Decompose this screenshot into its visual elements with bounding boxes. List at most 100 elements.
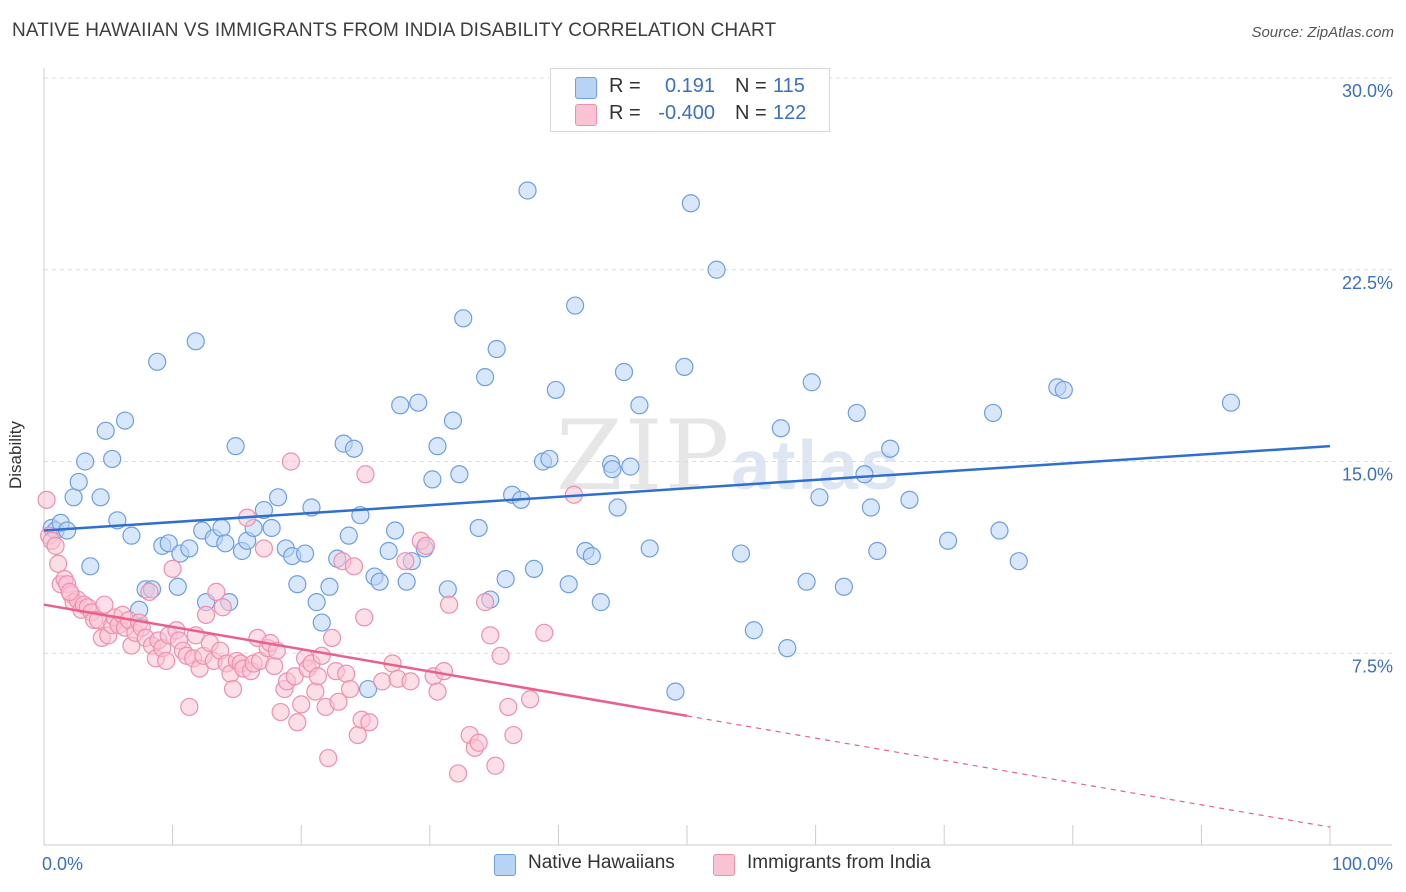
india-immigrant-point [265,656,284,676]
native-hawaiian-point [103,449,122,469]
native-hawaiian-point [186,332,205,351]
native-hawaiian-point [681,194,700,213]
r-value: -0.400 [658,102,715,124]
india-immigrant-point [434,662,454,681]
native-hawaiian-point [339,526,358,545]
india-immigrant-point [37,490,56,509]
india-immigrant-point [486,756,505,775]
native-hawaiian-trend-line [43,444,1331,532]
india-immigrant-point [49,554,68,573]
native-hawaiian-point [675,357,694,377]
native-hawaiian-point [454,309,473,328]
native-hawaiian-point [868,541,887,561]
india-immigrant-point [46,536,65,555]
india-immigrant-point [448,764,468,783]
native-hawaiian-point [731,544,751,563]
india-immigrant-point [163,559,182,578]
india-immigrant-point [396,552,415,571]
india-immigrant-point [355,608,374,627]
legend-label: Native Hawaiians [528,852,675,873]
y-tick-label: 7.5% [1352,656,1393,676]
trend-lines [43,444,1331,828]
india-immigrant-point [281,452,301,471]
native-hawaiian-point [320,577,339,596]
native-hawaiian-point [226,437,245,456]
native-hawaiian-point [834,577,853,596]
stats-swatch-pink [575,104,597,126]
native-hawaiian-point [428,437,447,456]
india-immigrant-point [312,646,331,665]
native-hawaiian-point [983,403,1003,423]
india-immigrant-point [337,664,356,683]
y-tick-label: 22.5% [1342,273,1393,293]
native-hawaiian-point [64,488,83,507]
india-immigrant-point [469,733,488,752]
native-hawaiian-point [443,411,463,430]
source-credit: Source: ZipAtlas.com [1251,24,1394,41]
india-immigrant-point [95,595,114,614]
native-hawaiian-point [254,500,274,520]
native-hawaiian-point [540,449,559,469]
native-hawaiian-point [344,439,364,458]
native-hawaiian-point [566,296,585,315]
series-points [37,181,1241,783]
native-hawaiian-point [69,472,88,492]
native-hawaiian-point [608,498,627,517]
native-hawaiian-point [771,419,790,438]
native-hawaiian-point [621,457,640,476]
native-hawaiian-point [409,393,428,412]
native-hawaiian-point [546,380,565,400]
native-hawaiian-point [312,613,331,632]
india-immigrant-point [213,598,232,617]
india-immigrant-point [344,557,364,576]
india-trend-line-extension [686,715,1331,828]
y-tick-label: 30.0% [1342,81,1393,101]
india-immigrant-point [481,626,500,645]
native-hawaiian-point [518,181,537,200]
india-immigrant-point [288,713,307,732]
india-immigrant-point [373,672,392,691]
native-hawaiian-point [778,639,797,658]
n-label: N = [735,75,767,97]
native-hawaiian-point [797,572,816,591]
native-hawaiian-point [487,339,506,359]
native-hawaiian-point [1221,393,1241,412]
native-hawaiian-point [159,534,178,553]
india-immigrant-point [428,682,447,701]
native-hawaiian-point [96,421,115,440]
n-value: 122 [773,102,807,124]
native-hawaiian-point [91,488,110,507]
india-immigrant-point [521,690,540,709]
native-hawaiian-point [148,352,167,371]
india-immigrant-point [329,692,348,711]
india-immigrant-point [491,646,510,665]
native-hawaiian-point [268,488,288,507]
native-hawaiian-point [1054,380,1073,400]
x-tick-label: 0.0% [42,854,83,874]
india-immigrant-point [319,748,338,768]
native-hawaiian-point [744,621,763,640]
native-hawaiian-point [81,557,100,576]
axes [43,68,1392,846]
native-hawaiian-point [397,572,416,591]
india-immigrant-point [340,679,360,699]
native-hawaiian-point [990,521,1009,540]
native-hawaiian-point [391,396,410,415]
chart-title: NATIVE HAWAIIAN VS IMMIGRANTS FROM INDIA… [12,20,777,41]
native-hawaiian-point [122,526,141,545]
native-hawaiian-point [262,518,281,538]
stats-swatch-blue [575,77,597,99]
x-tick-label: 100.0% [1332,854,1393,874]
native-hawaiian-point [1009,552,1028,571]
native-hawaiian-point [385,521,405,540]
legend-swatch-blue [494,854,516,876]
watermark: ZIPatlas [556,400,901,512]
native-hawaiian-point [603,460,622,479]
india-immigrant-point [360,713,379,732]
native-hawaiian-point [216,534,235,553]
native-hawaiian-point [640,539,659,558]
native-hawaiian-point [810,488,829,507]
native-hawaiian-point [370,572,389,591]
native-hawaiian-point [861,498,880,517]
native-hawaiian-point [524,559,544,578]
